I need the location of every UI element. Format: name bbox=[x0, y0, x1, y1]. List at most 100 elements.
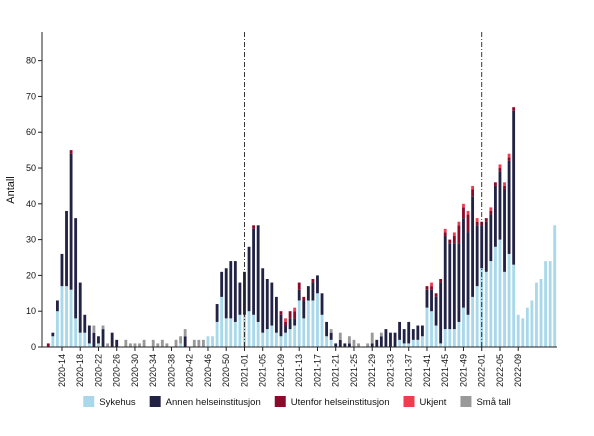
bar-segment-5-22 bbox=[142, 339, 146, 347]
bar-segment-2-55 bbox=[293, 318, 297, 326]
legend-label-3: Utenfor helseinstitusjon bbox=[291, 397, 390, 408]
bar-segment-1-56 bbox=[297, 300, 301, 347]
bar-segment-1-100 bbox=[498, 239, 502, 347]
bar-segment-3-93 bbox=[466, 214, 470, 233]
bar-segment-2-95 bbox=[475, 225, 479, 287]
bar-segment-1-45 bbox=[247, 311, 251, 347]
bar-segment-5-19 bbox=[128, 343, 132, 347]
x-tick-label: 2022-05 bbox=[495, 354, 505, 387]
bar-segment-3-56 bbox=[297, 282, 301, 290]
bar-segment-3-54 bbox=[288, 311, 292, 319]
bar-segment-5-63 bbox=[329, 329, 333, 333]
bar-segment-2-91 bbox=[457, 243, 461, 322]
bar-segment-1-62 bbox=[325, 336, 329, 347]
x-tick-label: 2020-26 bbox=[112, 354, 122, 387]
bar-segment-5-65 bbox=[338, 332, 342, 340]
x-tick-label: 2020-38 bbox=[166, 354, 176, 387]
bar-segment-5-67 bbox=[347, 336, 351, 344]
bar-segment-2-8 bbox=[78, 282, 82, 333]
bar-segment-1-44 bbox=[243, 314, 246, 347]
bar-segment-1-40 bbox=[224, 318, 228, 347]
bar-segment-4-95 bbox=[475, 218, 479, 222]
bar-segment-2-86 bbox=[434, 296, 438, 326]
legend-label-1: Sykehus bbox=[99, 397, 136, 408]
bar-segment-2-62 bbox=[325, 321, 329, 337]
bar-segment-2-99 bbox=[493, 185, 497, 247]
bar-segment-2-102 bbox=[507, 160, 511, 254]
bar-segment-1-103 bbox=[512, 264, 516, 347]
bar-segment-5-24 bbox=[151, 339, 155, 347]
bar-segment-4-101 bbox=[503, 182, 506, 186]
bar-segment-1-90 bbox=[452, 329, 456, 347]
x-tick-label: 2021-01 bbox=[239, 354, 249, 387]
bar-segment-3-85 bbox=[430, 286, 433, 290]
bar-segment-2-74 bbox=[379, 336, 383, 347]
bar-segment-1-99 bbox=[493, 246, 497, 347]
bar-segment-1-93 bbox=[466, 314, 470, 347]
bar-segment-3-94 bbox=[471, 189, 475, 197]
bar-segment-5-30 bbox=[179, 336, 183, 344]
bar-segment-5-25 bbox=[156, 343, 160, 347]
bar-segment-1-97 bbox=[484, 271, 488, 347]
bar-segment-5-34 bbox=[197, 339, 201, 347]
bar-segment-1-48 bbox=[261, 332, 265, 347]
bar-segment-1-87 bbox=[439, 343, 443, 347]
bar-segment-3-90 bbox=[452, 236, 456, 244]
x-tick-label: 2021-25 bbox=[349, 354, 359, 387]
bar-segment-2-97 bbox=[484, 221, 488, 272]
bar-segment-1-104 bbox=[516, 314, 520, 347]
bar-segment-1-85 bbox=[430, 311, 433, 347]
bar-segment-1-54 bbox=[288, 329, 292, 347]
y-tick-label: 0 bbox=[31, 342, 36, 352]
bar-segment-2-65 bbox=[338, 339, 342, 347]
x-tick-label: 2020-22 bbox=[93, 354, 103, 387]
bar-segment-4-88 bbox=[443, 228, 447, 233]
bar-segment-1-52 bbox=[279, 336, 283, 347]
bar-segment-1-107 bbox=[530, 300, 534, 347]
bar-segment-1-5 bbox=[65, 286, 68, 347]
bar-segment-5-69 bbox=[357, 343, 360, 347]
legend-swatch-3 bbox=[274, 396, 286, 407]
bar-segment-1-60 bbox=[316, 293, 319, 347]
bar-segment-2-53 bbox=[284, 325, 287, 333]
bar-segment-1-30 bbox=[179, 343, 183, 347]
y-tick-label: 70 bbox=[26, 91, 36, 101]
bar-segment-1-94 bbox=[471, 296, 475, 347]
bar-segment-2-46 bbox=[252, 228, 256, 315]
bar-segment-3-46 bbox=[252, 225, 256, 229]
bar-segment-2-79 bbox=[402, 329, 406, 344]
bar-segment-2-94 bbox=[471, 196, 475, 297]
bar-segment-1-3 bbox=[55, 311, 59, 347]
bar-segment-1-101 bbox=[503, 271, 506, 347]
bar-segment-3-103 bbox=[512, 107, 516, 111]
bar-segment-2-93 bbox=[466, 232, 470, 315]
bar-segment-2-98 bbox=[489, 214, 493, 262]
x-tick-label: 2021-05 bbox=[258, 354, 268, 387]
bar-segment-2-13 bbox=[101, 329, 105, 347]
bar-segment-5-31 bbox=[183, 329, 187, 337]
bar-segment-1-8 bbox=[78, 332, 82, 347]
x-tick-label: 2021-21 bbox=[331, 354, 341, 387]
bar-segment-1-84 bbox=[425, 307, 429, 348]
x-tick-label: 2020-34 bbox=[148, 354, 158, 387]
bar-segment-2-87 bbox=[439, 282, 443, 344]
bar-segment-1-105 bbox=[521, 318, 525, 347]
bar-segment-1-58 bbox=[306, 300, 310, 347]
bar-segment-2-84 bbox=[425, 289, 429, 308]
x-tick-label: 2021-29 bbox=[367, 354, 377, 387]
bar-segment-3-88 bbox=[443, 232, 447, 237]
bar-segment-2-59 bbox=[311, 282, 315, 301]
bar-segment-4-85 bbox=[430, 282, 433, 287]
bar-segment-2-4 bbox=[60, 253, 64, 287]
bar-segment-3-95 bbox=[475, 221, 479, 226]
bar-segment-2-92 bbox=[462, 218, 465, 308]
bar-segment-1-55 bbox=[293, 325, 297, 347]
x-tick-label: 2021-45 bbox=[440, 354, 450, 387]
x-tick-label: 2020-18 bbox=[75, 354, 85, 387]
legend: Sykehus Annen helseinstitusjon Utenfor hel… bbox=[83, 396, 511, 408]
bar-segment-1-98 bbox=[489, 261, 493, 347]
bar-segment-2-54 bbox=[288, 318, 292, 330]
bar-segment-2-57 bbox=[302, 300, 306, 319]
bar-segment-1-49 bbox=[265, 329, 269, 347]
bar-segment-1-4 bbox=[60, 286, 64, 347]
